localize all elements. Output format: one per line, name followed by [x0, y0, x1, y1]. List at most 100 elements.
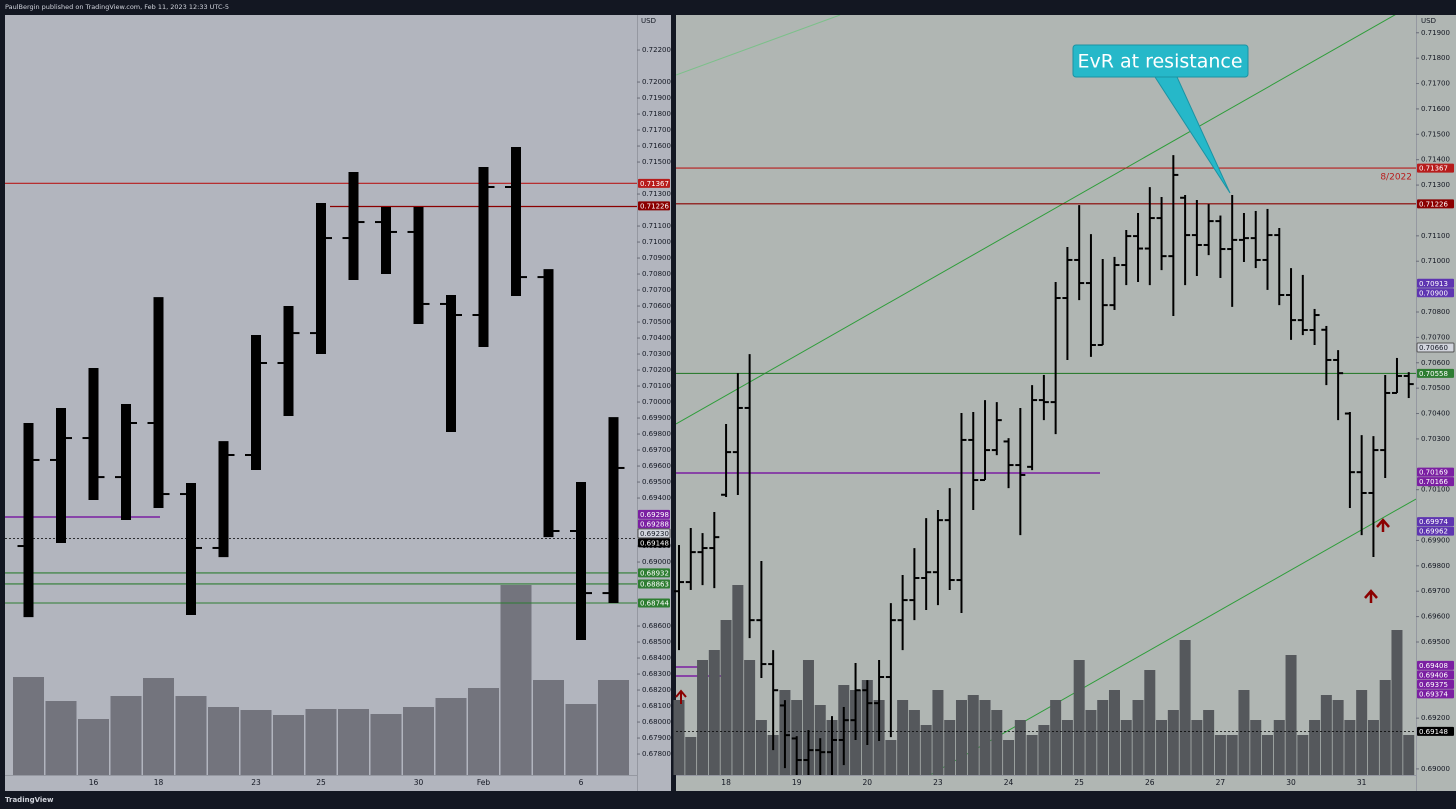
footer: TradingView: [5, 796, 54, 804]
y-tick-label: 0.71700: [642, 126, 671, 134]
y-tick-label: 0.69500: [1421, 638, 1450, 646]
volume-bar: [885, 740, 897, 775]
volume-bar: [1262, 735, 1273, 775]
volume-bar: [13, 677, 44, 775]
volume-bar: [1403, 735, 1415, 775]
y-tick-label: 0.70400: [1421, 410, 1450, 418]
volume-bar: [1367, 720, 1379, 775]
volume-bar: [744, 660, 756, 775]
axis-unit: USD: [641, 17, 656, 25]
price-badge-label: 0.69298: [640, 511, 669, 519]
volume-bar: [708, 650, 720, 775]
y-tick-label: 0.68100: [642, 702, 671, 710]
y-tick-label: 0.71800: [642, 110, 671, 118]
price-badge-label: 0.71226: [1419, 200, 1448, 208]
volume-bar: [967, 695, 979, 775]
volume-bar: [78, 719, 109, 775]
y-tick-label: 0.71500: [1421, 130, 1450, 138]
price-badge-label: 0.69288: [640, 520, 669, 528]
y-tick-label: 0.69700: [1421, 587, 1450, 595]
price-badge-label: 0.71226: [640, 202, 669, 210]
price-badge: [1417, 288, 1454, 298]
volume-bar: [1203, 710, 1215, 775]
price-badge: [1417, 199, 1454, 209]
y-tick-label: 0.70400: [642, 334, 671, 342]
volume-bar: [1050, 700, 1062, 775]
channel-line: [676, 15, 1396, 425]
price-badge: [1417, 368, 1454, 378]
x-tick-label: 30: [1286, 778, 1296, 787]
price-badge: [1416, 342, 1455, 353]
price-badge-label: 0.70913: [1419, 280, 1448, 288]
volume-bar: [240, 710, 272, 775]
volume-bar: [1379, 680, 1391, 775]
volume-bar: [991, 710, 1003, 775]
y-tick-label: 0.70700: [1421, 333, 1450, 341]
volume-bar: [897, 700, 909, 775]
y-tick-label: 0.71900: [642, 94, 671, 102]
volume-bar: [720, 620, 732, 775]
volume-bar: [1226, 735, 1238, 775]
price-badge: [1417, 670, 1454, 680]
price-badge: [1417, 689, 1454, 699]
price-badge-label: 0.69148: [640, 539, 669, 547]
y-tick-label: 0.69200: [1421, 714, 1450, 722]
volume-bar: [1214, 735, 1226, 775]
volume-bar: [273, 715, 304, 775]
x-tick-label: 25: [316, 778, 326, 787]
y-tick-label: 0.71600: [1421, 105, 1450, 113]
price-badge-label: 0.70166: [1419, 478, 1448, 486]
y-tick-label: 0.71400: [1421, 156, 1450, 164]
price-badge-label: 0.70558: [1419, 370, 1448, 378]
volume-bar: [1320, 695, 1332, 775]
channel-line: [929, 498, 1416, 775]
volume-bar: [1191, 720, 1203, 775]
price-badge: [1417, 526, 1454, 536]
price-badge-label: 0.68863: [640, 580, 669, 588]
y-tick-label: 0.68000: [642, 718, 671, 726]
volume-bar: [598, 680, 629, 775]
price-badge-label: 0.69375: [1419, 681, 1448, 689]
volume-bar: [1120, 720, 1132, 775]
x-tick-label: 25: [1074, 778, 1084, 787]
y-tick-label: 0.68500: [642, 638, 671, 646]
y-tick-label: 0.70100: [642, 382, 671, 390]
volume-bar: [673, 700, 685, 775]
volume-bar: [1297, 735, 1309, 775]
volume-bar: [1250, 720, 1262, 775]
y-tick-label: 0.71300: [642, 190, 671, 198]
volume-bar: [732, 585, 744, 775]
volume-bar: [403, 707, 434, 775]
price-badge: [1417, 163, 1454, 173]
x-tick-label: 30: [414, 778, 424, 787]
y-tick-label: 0.68300: [642, 670, 671, 678]
price-badge-label: 0.68744: [640, 600, 669, 608]
price-badge: [638, 538, 670, 548]
y-tick-label: 0.70600: [642, 302, 671, 310]
y-tick-label: 0.69700: [642, 446, 671, 454]
x-tick-label: 27: [1216, 778, 1226, 787]
volume-bar: [1073, 660, 1085, 775]
volume-bar: [208, 707, 239, 775]
price-badge: [1417, 726, 1454, 736]
y-tick-label: 0.69000: [642, 558, 671, 566]
volume-bar: [175, 696, 207, 775]
y-tick-label: 0.67800: [642, 750, 671, 758]
price-badge: [638, 598, 670, 608]
callout: [1072, 44, 1249, 78]
price-badge: [638, 178, 670, 188]
y-tick-label: 0.69600: [642, 462, 671, 470]
y-tick-label: 0.70300: [642, 350, 671, 358]
arrow: [1376, 518, 1390, 532]
volume-bar: [500, 585, 532, 775]
volume-bar: [685, 737, 697, 775]
y-tick-label: 0.67900: [642, 734, 671, 742]
price-badge: [638, 201, 670, 211]
price-badge: [638, 519, 670, 529]
channel-line: [676, 15, 841, 76]
x-tick-label: 18: [721, 778, 731, 787]
price-badge: [1417, 517, 1454, 527]
volume-bar: [1309, 720, 1321, 775]
volume-bar: [370, 714, 402, 775]
